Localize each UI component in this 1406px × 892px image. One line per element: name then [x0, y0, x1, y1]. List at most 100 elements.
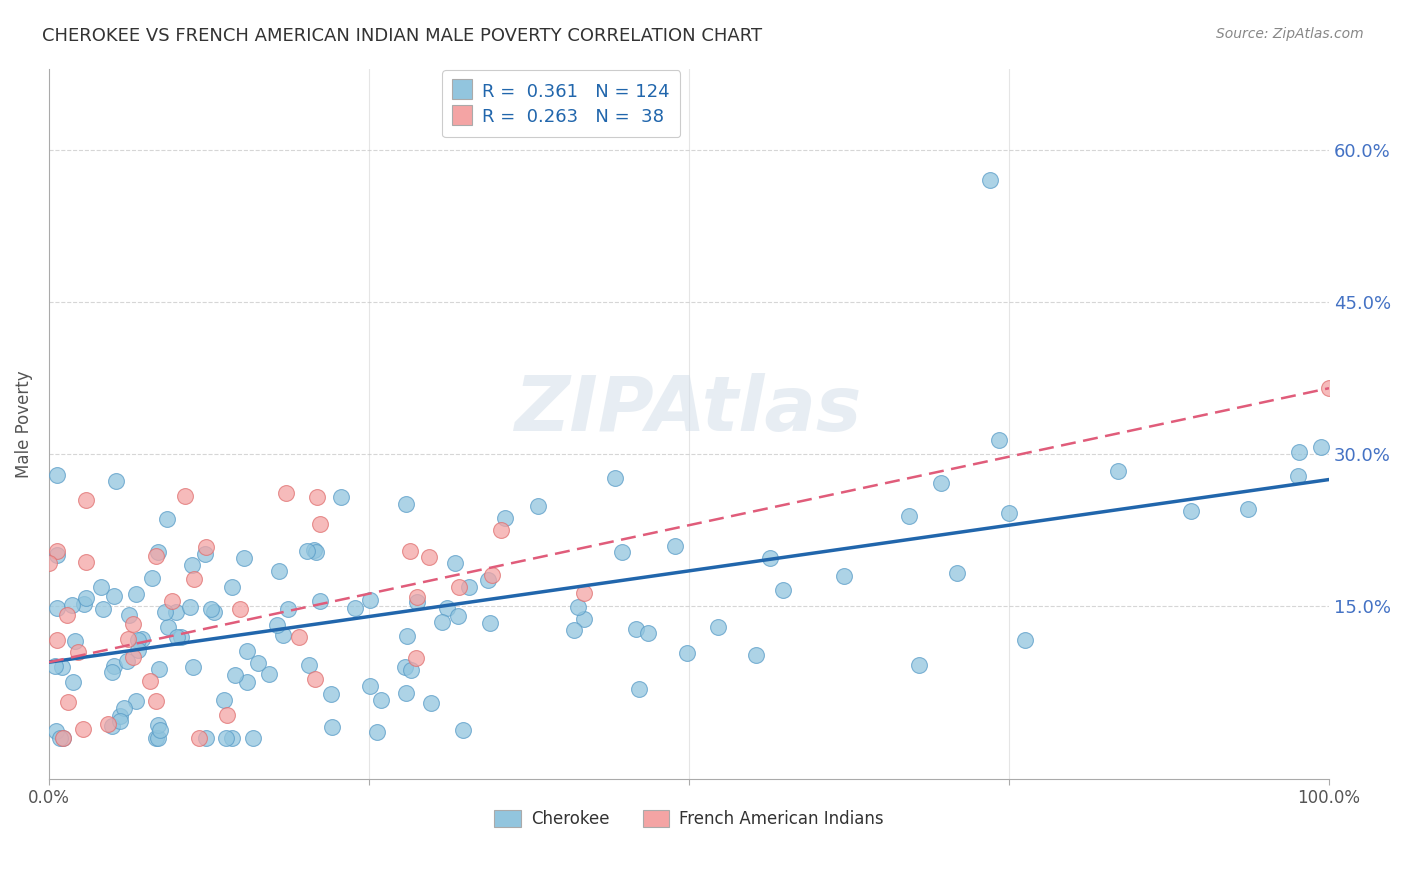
Point: [195, 731, 218, 746]
Point: [308, 516, 330, 531]
Point: [214, 693, 236, 707]
Point: [1107, 464, 1129, 478]
Point: [101, 719, 124, 733]
Point: [202, 605, 225, 619]
Point: [832, 569, 855, 583]
Point: [60, 599, 83, 613]
Point: [370, 693, 392, 707]
Point: [451, 723, 474, 737]
Point: [307, 491, 329, 505]
Point: [118, 607, 141, 622]
Point: [181, 660, 204, 674]
Point: [359, 593, 381, 607]
Point: [44, 659, 66, 673]
Point: [399, 543, 422, 558]
Point: [156, 512, 179, 526]
Legend: Cherokee, French American Indians: Cherokee, French American Indians: [488, 803, 890, 835]
Point: [1310, 440, 1333, 454]
Point: [288, 631, 311, 645]
Point: [46, 548, 69, 562]
Point: [125, 587, 148, 601]
Point: [45, 601, 67, 615]
Point: [247, 656, 270, 670]
Point: [987, 434, 1010, 448]
Point: [117, 654, 139, 668]
Point: [359, 679, 381, 693]
Point: [100, 665, 122, 680]
Point: [308, 593, 330, 607]
Point: [103, 659, 125, 673]
Text: ZIPAtlas: ZIPAtlas: [516, 373, 863, 447]
Point: [145, 731, 167, 746]
Point: [477, 573, 499, 587]
Point: [145, 694, 167, 708]
Point: [395, 686, 418, 700]
Point: [772, 583, 794, 598]
Point: [183, 572, 205, 586]
Point: [572, 585, 595, 599]
Point: [1236, 501, 1258, 516]
Text: Source: ZipAtlas.com: Source: ZipAtlas.com: [1216, 27, 1364, 41]
Point: [366, 725, 388, 739]
Point: [302, 543, 325, 558]
Point: [148, 731, 170, 746]
Point: [458, 580, 481, 594]
Text: CHEROKEE VS FRENCH AMERICAN INDIAN MALE POVERTY CORRELATION CHART: CHEROKEE VS FRENCH AMERICAN INDIAN MALE …: [42, 27, 762, 45]
Point: [443, 556, 465, 570]
Point: [446, 609, 468, 624]
Point: [180, 558, 202, 573]
Point: [929, 476, 952, 491]
Point: [946, 566, 969, 581]
Point: [153, 605, 176, 619]
Point: [122, 650, 145, 665]
Point: [1288, 445, 1310, 459]
Point: [759, 550, 782, 565]
Point: [145, 549, 167, 564]
Point: [343, 601, 366, 615]
Point: [1180, 504, 1202, 518]
Point: [45, 543, 67, 558]
Point: [304, 672, 326, 686]
Point: [481, 568, 503, 582]
Point: [149, 723, 172, 737]
Point: [266, 618, 288, 632]
Point: [45, 633, 67, 648]
Point: [330, 490, 353, 504]
Point: [131, 632, 153, 646]
Point: [48, 731, 70, 746]
Point: [897, 509, 920, 524]
Point: [173, 489, 195, 503]
Point: [75, 492, 97, 507]
Point: [276, 486, 298, 500]
Point: [298, 657, 321, 672]
Point: [194, 547, 217, 561]
Point: [979, 173, 1001, 187]
Point: [110, 709, 132, 723]
Point: [295, 544, 318, 558]
Point: [103, 589, 125, 603]
Point: [125, 694, 148, 708]
Y-axis label: Male Poverty: Male Poverty: [15, 370, 32, 477]
Point: [908, 658, 931, 673]
Point: [233, 550, 256, 565]
Point: [269, 564, 291, 578]
Point: [236, 644, 259, 658]
Point: [627, 681, 650, 696]
Point: [562, 624, 585, 638]
Point: [572, 612, 595, 626]
Point: [45, 467, 67, 482]
Point: [91, 602, 114, 616]
Point: [745, 648, 768, 662]
Point: [395, 498, 418, 512]
Point: [707, 620, 730, 634]
Point: [73, 597, 96, 611]
Point: [432, 615, 454, 629]
Point: [305, 545, 328, 559]
Point: [63, 634, 86, 648]
Point: [271, 628, 294, 642]
Point: [200, 602, 222, 616]
Point: [188, 731, 211, 746]
Point: [567, 599, 589, 614]
Point: [489, 523, 512, 537]
Point: [224, 668, 246, 682]
